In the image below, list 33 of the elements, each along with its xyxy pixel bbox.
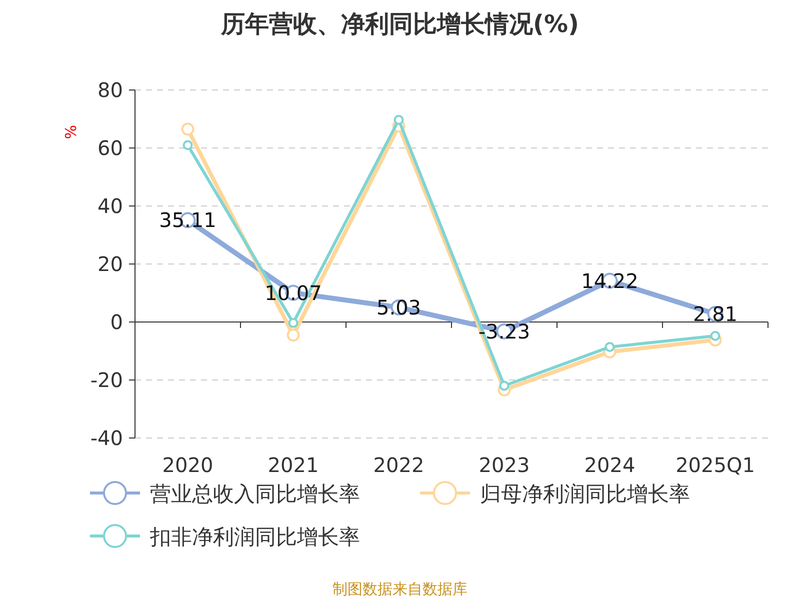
data-label: 5.03 — [376, 295, 422, 320]
data-label: 14.22 — [581, 268, 638, 293]
y-tick-label: 60 — [98, 136, 123, 160]
data-label: -3.23 — [478, 319, 530, 344]
data-label: 10.07 — [264, 280, 322, 305]
point — [499, 380, 510, 391]
y-tick-label: -20 — [90, 368, 123, 392]
point — [288, 318, 298, 328]
point — [394, 114, 404, 125]
text: 制图数据来自数据库 — [332, 580, 468, 598]
y-tick-label: -40 — [90, 426, 123, 450]
legend-label: 归母净利润同比增长率 — [480, 482, 690, 506]
point — [181, 122, 194, 136]
chart-title: 历年营收、净利同比增长情况(%) — [220, 10, 579, 38]
legend-label: 扣非净利润同比增长率 — [149, 525, 360, 549]
y-tick-label: 40 — [98, 194, 123, 218]
data-label: 2.81 — [692, 302, 738, 326]
x-tick-label: 2024 — [584, 453, 636, 477]
x-tick-label: 2021 — [268, 453, 319, 477]
point — [286, 328, 300, 342]
point — [182, 140, 193, 150]
x-tick-label: 2020 — [162, 453, 214, 477]
y-axis-title: % — [62, 124, 80, 140]
y-tick-label: 0 — [110, 310, 123, 334]
x-tick-label: 2023 — [478, 453, 530, 477]
legend-label: 营业总收入同比增长率 — [150, 482, 360, 506]
x-tick-label: 2022 — [373, 453, 424, 477]
y-tick-label: 20 — [98, 252, 123, 276]
point — [604, 342, 615, 352]
x-tick-label: 2025Q1 — [676, 453, 755, 477]
y-tick-label: 80 — [98, 78, 123, 102]
data-label: 35.11 — [159, 208, 216, 232]
point — [710, 330, 720, 341]
